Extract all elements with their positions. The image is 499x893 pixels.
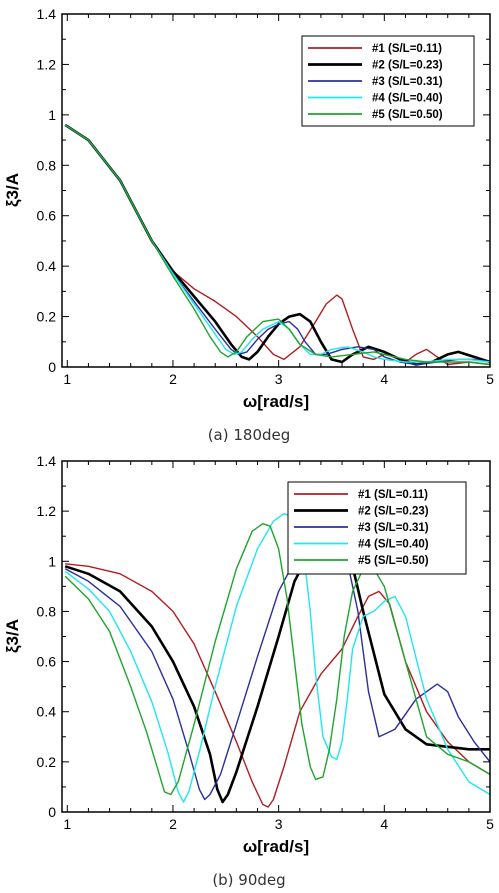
y-tick-label: 0.6 (37, 208, 57, 224)
x-tick-label: 1 (63, 371, 71, 387)
x-axis-title: ω[rad/s] (243, 837, 309, 856)
y-tick-label: 0.8 (37, 603, 57, 619)
legend: #1 (S/L=0.11) #2 (S/L=0.23) #3 (S/L=0.31) #… (287, 481, 467, 575)
x-tick-label: 5 (486, 371, 494, 387)
series-group (64, 123, 490, 366)
y-tick-label: 0 (48, 804, 56, 820)
y-axis-title: ξ3/A (3, 173, 22, 207)
y-tick-label: 1.2 (37, 56, 57, 72)
legend: #1 (S/L=0.11) #2 (S/L=0.23) #3 (S/L=0.31) #… (301, 35, 475, 127)
y-tick-label: 0 (48, 359, 56, 375)
x-tick-label: 2 (169, 371, 177, 387)
x-axis-title: ω[rad/s] (243, 392, 309, 411)
legend-label: #4 (S/L=0.40) (358, 539, 429, 551)
series-line-1 (64, 124, 490, 366)
series-line-5 (64, 523, 490, 796)
x-tick-label: 4 (380, 816, 388, 832)
y-tick-label: 0.4 (37, 258, 57, 274)
series-line-2 (64, 560, 490, 804)
y-tick-label: 1.2 (37, 503, 57, 519)
chart-panel-2: 1 2 3 4 5 0 0.2 0.4 0.6 0.8 1 1.2 1.4 ω[rad/s] ξ3/A #1 … (3, 453, 494, 889)
chart-panel-1: 1 2 3 4 5 0 0.2 0.4 0.6 0.8 1 1.2 1.4 ω[rad/s] ξ3/A #1 … (3, 6, 494, 444)
legend-label: #2 (S/L=0.23) (358, 506, 429, 518)
y-tick-label: 1.4 (37, 6, 57, 22)
panel-caption: (a) 180deg (208, 426, 291, 444)
legend-label: #1 (S/L=0.11) (358, 489, 428, 501)
x-tick-label: 1 (63, 816, 71, 832)
x-tick-label: 3 (275, 371, 283, 387)
y-tick-label: 0.2 (37, 309, 57, 325)
x-tick-label: 3 (275, 816, 283, 832)
y-tick-label: 1.4 (37, 453, 57, 469)
y-tick-label: 0.8 (37, 157, 57, 173)
y-tick-label: 0.2 (37, 754, 57, 770)
y-axis-title: ξ3/A (3, 619, 22, 653)
legend-label: #3 (S/L=0.31) (358, 522, 429, 534)
series-line-3 (64, 124, 490, 366)
legend-label: #1 (S/L=0.11) (372, 43, 442, 55)
y-tick-label: 1 (48, 107, 56, 123)
series-group (64, 513, 490, 808)
series-line-5 (64, 124, 490, 366)
y-tick-label: 0.4 (37, 704, 57, 720)
y-tick-label: 0.6 (37, 654, 57, 670)
x-tick-label: 2 (169, 816, 177, 832)
legend-label: #5 (S/L=0.50) (358, 555, 429, 567)
x-tick-label: 5 (486, 816, 494, 832)
series-line-2 (64, 123, 490, 366)
panel-caption: (b) 90deg (212, 871, 285, 889)
y-tick-label: 1 (48, 553, 56, 569)
x-tick-label: 4 (380, 371, 388, 387)
legend-label: #5 (S/L=0.50) (372, 109, 443, 121)
legend-label: #4 (S/L=0.40) (372, 93, 443, 105)
legend-label: #3 (S/L=0.31) (372, 76, 443, 88)
legend-label: #2 (S/L=0.23) (372, 60, 443, 72)
legend-box (287, 481, 467, 575)
